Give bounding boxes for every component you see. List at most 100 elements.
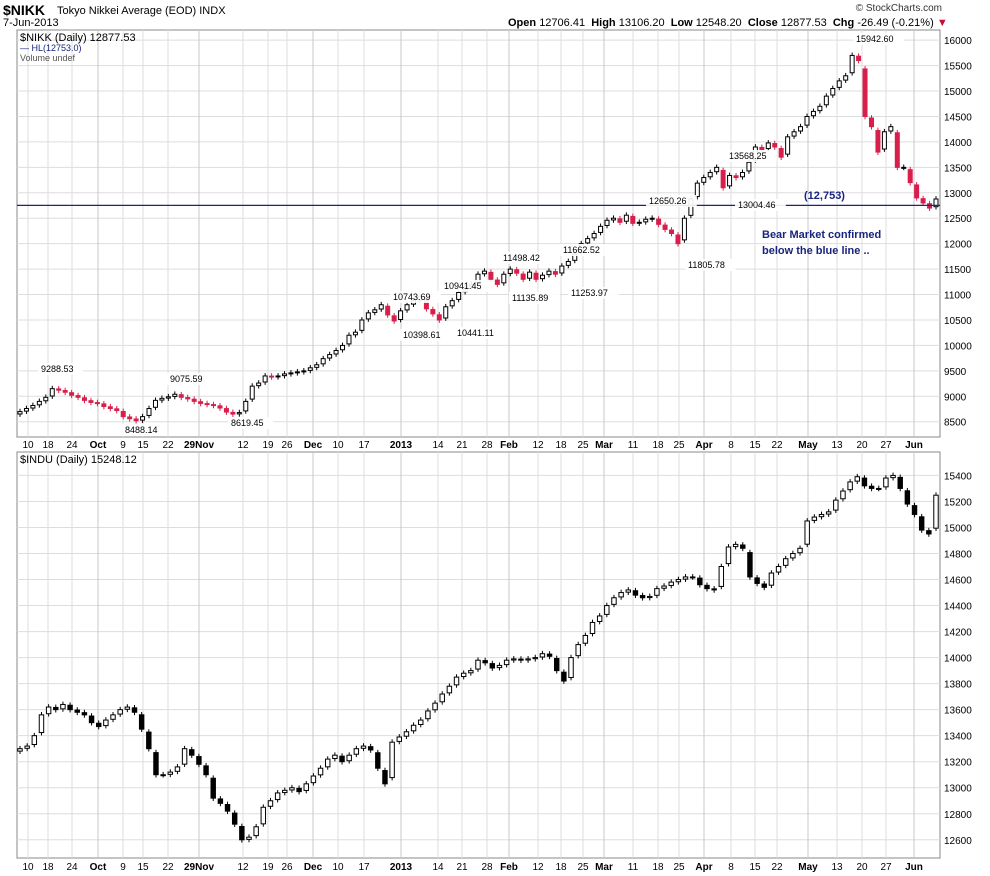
candle — [103, 717, 109, 729]
candle-body — [443, 306, 449, 319]
candle-body — [418, 719, 424, 725]
candle — [881, 128, 887, 152]
x-tick-label: 2013 — [390, 862, 413, 873]
candle-body — [625, 589, 631, 593]
x-tick-label: 25 — [577, 440, 589, 451]
candle-body — [239, 826, 245, 841]
candle-body — [333, 350, 339, 355]
candle — [707, 169, 713, 180]
candle-body — [153, 752, 159, 776]
value-label-bg — [500, 252, 551, 264]
candle-body — [714, 166, 720, 173]
candle — [367, 743, 374, 753]
candle — [811, 514, 818, 524]
candle — [468, 667, 474, 676]
candle — [203, 763, 209, 778]
x-tick-label: 22 — [162, 862, 174, 873]
y-tick-label: 15000 — [944, 523, 972, 534]
candle-body — [267, 800, 274, 807]
candle-body — [340, 344, 346, 351]
candle — [636, 219, 642, 227]
plot-frame — [16, 29, 941, 438]
symbol[interactable]: $NIKK — [3, 2, 46, 18]
candle-body — [618, 592, 624, 598]
candle-body — [256, 382, 262, 387]
candle-body — [830, 88, 836, 96]
candle-body — [223, 408, 229, 413]
candle — [210, 775, 216, 801]
candle — [714, 164, 720, 175]
value-label-bg — [167, 373, 213, 385]
candle — [554, 655, 560, 674]
candle-body — [772, 143, 778, 148]
x-tick-label: 18 — [42, 862, 54, 873]
x-tick-label: 11 — [628, 440, 639, 451]
candle-body — [894, 132, 900, 168]
candle-body — [675, 234, 681, 245]
value-label: 8619.45 — [231, 418, 264, 428]
candle — [296, 785, 302, 795]
candle — [167, 769, 173, 778]
candle-body — [901, 166, 907, 169]
candle — [185, 394, 191, 402]
candle — [453, 674, 460, 688]
candle — [133, 416, 139, 424]
candle — [907, 166, 913, 186]
x-tick-label: 22 — [771, 862, 783, 873]
candle-body — [783, 558, 789, 566]
candle — [689, 574, 696, 580]
candle — [224, 801, 231, 814]
candle — [823, 93, 829, 108]
candle-body — [511, 658, 517, 661]
candle — [239, 823, 245, 843]
x-tick-label: 15 — [137, 862, 149, 873]
candle-body — [75, 395, 81, 398]
candle — [231, 810, 238, 828]
source-link[interactable]: © StockCharts.com — [855, 3, 942, 14]
candle — [518, 656, 524, 664]
value-label: 11135.89 — [512, 293, 548, 303]
candle — [410, 722, 417, 734]
candle — [598, 223, 604, 236]
candle-body — [904, 490, 911, 505]
candle — [339, 753, 345, 765]
candle — [117, 706, 123, 717]
value-label: 10441.11 — [457, 328, 494, 338]
candle-body — [425, 710, 431, 720]
candle-body — [488, 271, 494, 280]
candle-body — [346, 334, 352, 345]
candle-body — [689, 576, 696, 579]
candle-body — [281, 373, 287, 377]
candle-body — [198, 401, 204, 404]
x-tick-label: 15 — [749, 862, 761, 873]
candle — [223, 405, 229, 415]
value-label: 10398.61 — [403, 330, 441, 340]
x-tick-label: 15 — [749, 440, 761, 451]
candle-body — [707, 171, 713, 178]
candle-body — [181, 748, 188, 765]
x-tick-label: 25 — [673, 862, 685, 873]
candle-body — [675, 579, 682, 583]
candle-body — [561, 671, 567, 682]
y-tick-label: 15500 — [944, 62, 972, 73]
candle-body — [746, 161, 752, 172]
candle — [818, 511, 825, 520]
candle-body — [888, 126, 894, 132]
y-tick-label: 13500 — [944, 163, 972, 174]
value-label: 11662.52 — [563, 245, 600, 255]
candle — [539, 650, 546, 660]
candle-body — [53, 706, 59, 711]
candle-body — [138, 714, 145, 730]
candle-body — [446, 685, 453, 694]
candle-body — [49, 388, 55, 397]
candle — [262, 373, 268, 385]
candle-body — [152, 399, 158, 408]
candle-body — [146, 408, 152, 416]
x-tick-label: 19 — [262, 862, 274, 873]
candle — [430, 306, 436, 317]
candle — [43, 394, 49, 404]
candle-body — [30, 404, 36, 409]
candle-body — [159, 397, 165, 401]
x-tick-label: 18 — [652, 440, 664, 451]
candle — [561, 669, 567, 684]
